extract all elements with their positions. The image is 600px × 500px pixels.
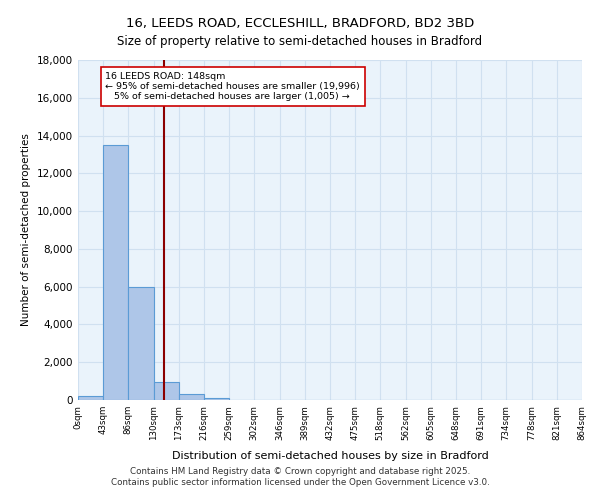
Text: Size of property relative to semi-detached houses in Bradford: Size of property relative to semi-detach… — [118, 35, 482, 48]
Y-axis label: Number of semi-detached properties: Number of semi-detached properties — [22, 134, 31, 326]
Bar — [204, 398, 229, 400]
Bar — [103, 145, 128, 400]
Bar — [154, 382, 179, 400]
Bar — [128, 286, 154, 400]
X-axis label: Distribution of semi-detached houses by size in Bradford: Distribution of semi-detached houses by … — [172, 451, 488, 461]
Bar — [78, 396, 103, 400]
Text: Contains public sector information licensed under the Open Government Licence v3: Contains public sector information licen… — [110, 478, 490, 487]
Text: 16 LEEDS ROAD: 148sqm
← 95% of semi-detached houses are smaller (19,996)
   5% o: 16 LEEDS ROAD: 148sqm ← 95% of semi-deta… — [106, 72, 360, 102]
Text: Contains HM Land Registry data © Crown copyright and database right 2025.: Contains HM Land Registry data © Crown c… — [130, 467, 470, 476]
Text: 16, LEEDS ROAD, ECCLESHILL, BRADFORD, BD2 3BD: 16, LEEDS ROAD, ECCLESHILL, BRADFORD, BD… — [126, 18, 474, 30]
Bar — [179, 394, 204, 400]
